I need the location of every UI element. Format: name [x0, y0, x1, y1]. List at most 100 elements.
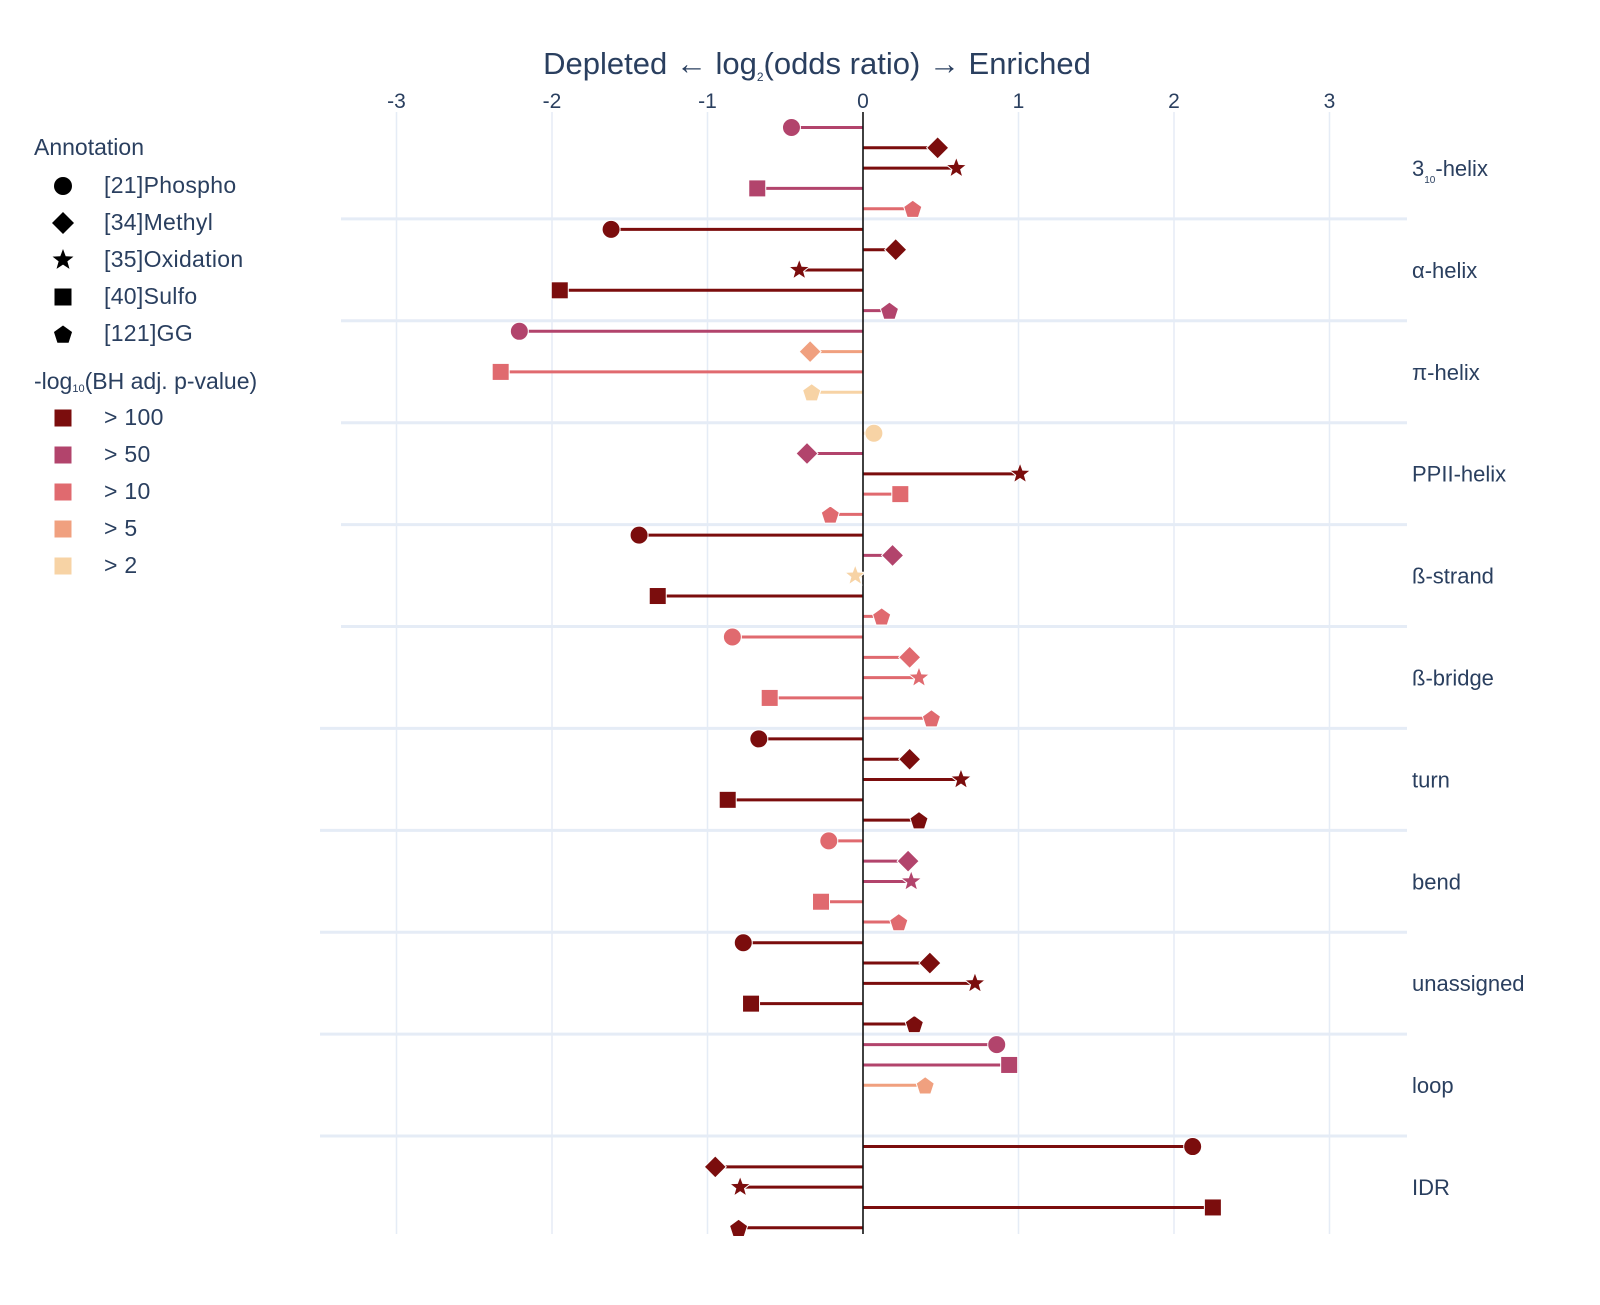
data-point-diamond: [880, 543, 905, 568]
annotation-legend-title: Annotation: [34, 134, 144, 160]
square-legend-icon: [54, 557, 72, 574]
stem-layer: [500, 112, 1213, 1234]
legend-label: [40]Sulfo: [104, 283, 198, 309]
data-point-pentagon: [872, 607, 892, 626]
data-point-circle: [722, 627, 742, 647]
pvalue-legend-title-subscript: 10: [72, 383, 85, 395]
pvalue-legend-title-suffix: (BH adj. p-value): [84, 368, 258, 394]
group-label: α-helix: [1412, 258, 1477, 283]
data-point-pentagon: [915, 1076, 935, 1095]
pvalue-legend-item[interactable]: > 50: [34, 436, 257, 473]
annotation-legend-item[interactable]: [121]GG: [34, 315, 257, 352]
data-point-diamond: [795, 441, 819, 466]
legend-label: [34]Methyl: [104, 209, 214, 235]
data-point-square: [748, 179, 767, 198]
group-label: turn: [1412, 767, 1450, 792]
pvalue-legend-item[interactable]: > 2: [34, 547, 257, 584]
data-point-square: [760, 688, 779, 707]
chart-title-subscript: 2: [757, 70, 764, 84]
data-point-star: [787, 257, 812, 281]
group-label: ß-strand: [1412, 564, 1494, 589]
group-label: loop: [1412, 1073, 1454, 1098]
data-point-star: [907, 665, 931, 688]
data-point-square: [812, 892, 831, 911]
data-point-diamond: [897, 645, 922, 670]
group-label: IDR: [1412, 1175, 1450, 1200]
data-point-circle: [1183, 1137, 1203, 1157]
pvalue-legend-item[interactable]: > 10: [34, 473, 257, 510]
data-point-circle: [733, 933, 753, 953]
data-point-circle: [749, 729, 769, 749]
annotation-legend-item[interactable]: [40]Sulfo: [34, 278, 257, 315]
data-point-star: [949, 767, 973, 790]
data-point-pentagon: [903, 199, 923, 218]
annotation-legend-item[interactable]: [35]Oxidation: [34, 241, 257, 278]
annotation-legend-item[interactable]: [21]Phospho: [34, 167, 257, 204]
data-point-circle: [819, 831, 839, 851]
pvalue-legend-title: -log10(BH adj. p-value): [34, 368, 257, 395]
data-point-circle: [781, 118, 801, 137]
data-point-circle: [987, 1035, 1007, 1055]
data-point-diamond: [883, 237, 908, 262]
label-layer: -3 -2 -1 0 1 2 3 310-helix α-helix π-helix PPII-he…: [387, 90, 1524, 1200]
data-point-square: [550, 281, 569, 300]
data-point-square: [718, 790, 737, 809]
data-point-square: [891, 485, 910, 504]
data-point-square: [1203, 1198, 1222, 1217]
data-point-circle: [629, 525, 649, 545]
marker-layer: [491, 118, 1222, 1237]
data-point-diamond: [703, 1155, 727, 1179]
data-point-square: [742, 994, 761, 1013]
group-label: bend: [1412, 869, 1461, 894]
star-legend-icon: [52, 248, 74, 269]
data-point-star: [1008, 461, 1032, 484]
pentagon-legend-icon: [53, 325, 73, 343]
data-point-diamond: [918, 951, 942, 975]
x-tick-label: -2: [543, 90, 562, 113]
data-point-circle: [864, 423, 884, 443]
pvalue-legend-item[interactable]: > 100: [34, 399, 257, 436]
circle-legend-icon: [54, 176, 72, 195]
data-point-pentagon: [728, 1218, 749, 1237]
data-point-circle: [601, 219, 621, 239]
chart-title-prefix: Depleted ← log: [543, 46, 757, 81]
legend-label: > 10: [104, 478, 151, 504]
square-legend-icon: [54, 483, 72, 500]
square-legend-icon: [54, 409, 72, 426]
group-label: ß-bridge: [1412, 665, 1494, 690]
legend-label: > 50: [104, 441, 151, 467]
annotation-legend-item[interactable]: [34]Methyl: [34, 204, 257, 241]
data-point-star: [944, 155, 969, 179]
annotation-legend-items: [21]Phospho [34]Methyl [35]Oxidation [40]Su…: [34, 167, 257, 352]
x-tick-label: 2: [1168, 90, 1180, 113]
data-point-pentagon: [879, 301, 900, 320]
data-point-star: [843, 563, 868, 586]
diamond-legend-icon: [52, 211, 74, 234]
square-legend-icon: [54, 446, 72, 463]
data-point-star: [728, 1174, 752, 1198]
data-point-diamond: [798, 339, 822, 364]
square-legend-icon: [54, 520, 72, 537]
data-point-diamond: [896, 849, 920, 873]
data-point-square: [648, 587, 667, 606]
x-tick-label: -3: [387, 90, 406, 113]
chart-title: Depleted ← log2(odds ratio) → Enriched: [543, 46, 1091, 84]
data-point-square: [1000, 1055, 1019, 1074]
data-point-diamond: [925, 136, 950, 160]
group-label: PPII-helix: [1412, 462, 1506, 487]
data-point-circle: [509, 321, 529, 341]
data-point-star: [899, 869, 924, 892]
group-label: 310-helix: [1412, 156, 1488, 186]
x-tick-label: 3: [1324, 90, 1336, 113]
pvalue-legend-items: > 100 > 50 > 10 > 5 > 2: [34, 399, 257, 584]
data-point-pentagon: [820, 505, 840, 524]
legend-label: > 5: [104, 515, 138, 541]
square-legend-icon: [54, 288, 72, 305]
data-point-pentagon: [889, 912, 909, 932]
group-label: π-helix: [1412, 360, 1480, 385]
pvalue-legend-item[interactable]: > 5: [34, 510, 257, 547]
legend: Annotation [21]Phospho [34]Methyl [35]Oxid…: [34, 134, 257, 584]
data-point-pentagon: [909, 811, 929, 830]
